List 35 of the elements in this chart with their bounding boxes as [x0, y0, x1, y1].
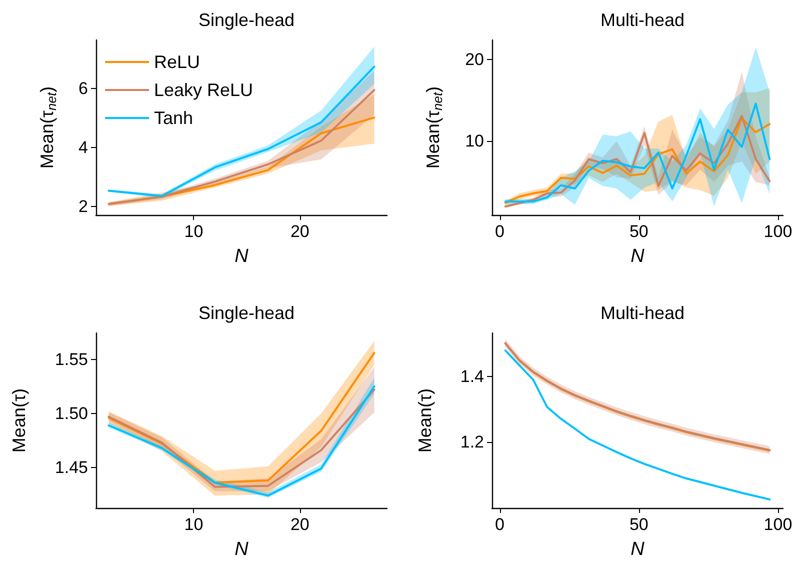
x-axis-title: N: [234, 539, 249, 560]
x-tick-label: 50: [629, 515, 648, 534]
x-tick-label: 100: [764, 515, 792, 534]
y-axis-title: Mean(τ): [415, 388, 435, 453]
legend-label: ReLU: [154, 52, 200, 72]
y-axis-title: Mean(τnet): [37, 86, 59, 169]
y-tick-label: 1.4: [460, 366, 484, 386]
y-tick-label: 1.45: [54, 458, 88, 477]
y-axis-title: Mean(τnet): [423, 86, 445, 169]
y-tick-label: 1.50: [54, 404, 88, 423]
chart-title: Single-head: [198, 303, 295, 323]
x-axis-title: N: [630, 246, 645, 267]
chart-title: Multi-head: [600, 10, 685, 30]
y-tick-label: 4: [78, 138, 88, 157]
y-tick-label: 1.55: [54, 350, 88, 369]
chart-title: Multi-head: [600, 303, 685, 323]
x-axis-title: N: [630, 539, 645, 560]
legend-label: Tanh: [154, 108, 194, 128]
x-tick-label: 100: [764, 222, 792, 241]
legend-label: Leaky ReLU: [154, 80, 254, 100]
y-tick-label: 1.2: [460, 432, 484, 452]
x-tick-label: 0: [495, 515, 505, 534]
y-tick-label: 6: [78, 78, 88, 98]
y-axis-title: Mean(τ): [9, 388, 29, 453]
x-tick-label: 10: [184, 515, 204, 534]
x-tick-label: 20: [290, 515, 310, 534]
x-tick-label: 20: [290, 222, 310, 241]
y-tick-label: 10: [465, 132, 484, 151]
x-axis-title: N: [234, 246, 249, 267]
chart-title: Single-head: [198, 10, 295, 30]
y-tick-label: 2: [78, 197, 88, 216]
x-tick-label: 10: [184, 222, 204, 241]
x-tick-label: 50: [629, 222, 648, 241]
y-tick-label: 20: [465, 50, 484, 70]
x-tick-label: 0: [495, 222, 505, 241]
